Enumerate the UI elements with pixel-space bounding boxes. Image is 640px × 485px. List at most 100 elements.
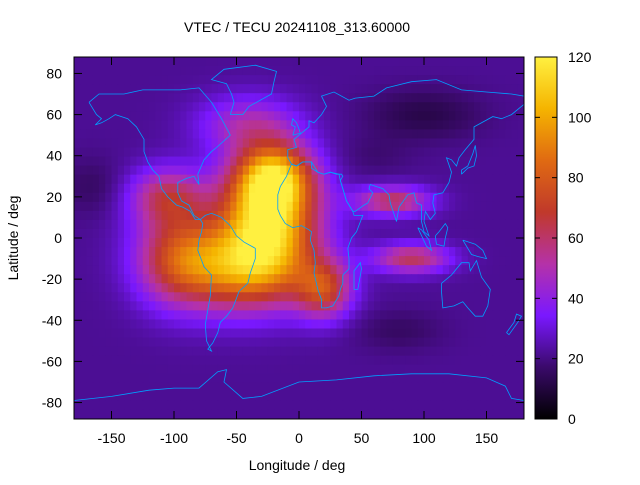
heatmap-cell	[311, 66, 319, 76]
heatmap-cell	[149, 292, 156, 302]
heatmap-cell	[324, 364, 331, 375]
heatmap-cell	[480, 238, 487, 248]
heatmap-cell	[461, 409, 469, 420]
heatmap-cell	[117, 265, 125, 275]
heatmap-cell	[474, 283, 481, 293]
heatmap-cell	[424, 310, 431, 320]
heatmap-cell	[230, 219, 237, 230]
heatmap-cell	[142, 364, 150, 375]
heatmap-cell	[261, 102, 269, 112]
heatmap-cell	[217, 201, 225, 212]
heatmap-cell	[167, 274, 175, 284]
heatmap-cell	[249, 228, 256, 239]
heatmap-cell	[261, 75, 269, 85]
heatmap-cell	[80, 391, 87, 402]
heatmap-cell	[217, 57, 225, 67]
heatmap-cell	[305, 247, 312, 257]
heatmap-cell	[261, 328, 269, 339]
heatmap-cell	[249, 238, 256, 248]
heatmap-cell	[480, 228, 487, 239]
heatmap-cell	[74, 147, 81, 158]
heatmap-cell	[449, 138, 456, 148]
heatmap-cell	[305, 382, 312, 393]
heatmap-cell	[167, 400, 175, 411]
heatmap-cell	[86, 373, 94, 384]
heatmap-cell	[80, 183, 87, 194]
heatmap-cell	[411, 138, 419, 148]
heatmap-cell	[380, 165, 387, 176]
heatmap-cell	[492, 247, 500, 257]
heatmap-cell	[455, 102, 462, 112]
heatmap-cell	[205, 156, 212, 167]
heatmap-cell	[149, 165, 156, 176]
heatmap-cell	[480, 373, 487, 384]
heatmap-cell	[430, 391, 437, 402]
coastline-africa	[277, 161, 364, 309]
heatmap-cell	[117, 210, 125, 221]
heatmap-cell	[405, 346, 412, 357]
heatmap-cell	[392, 75, 400, 85]
heatmap-cell	[305, 238, 312, 248]
heatmap-cell	[467, 84, 475, 94]
heatmap-cell	[474, 165, 481, 176]
heatmap-cell	[492, 283, 500, 293]
heatmap-cell	[317, 138, 325, 148]
heatmap-cell	[349, 346, 356, 357]
heatmap-cell	[111, 75, 119, 85]
heatmap-cell	[149, 183, 156, 194]
heatmap-cell	[286, 382, 294, 393]
heatmap-cell	[355, 120, 362, 130]
heatmap-cell	[361, 75, 369, 85]
heatmap-cell	[186, 292, 194, 302]
heatmap-cell	[374, 210, 381, 221]
heatmap-cell	[180, 274, 187, 284]
heatmap-cell	[336, 75, 344, 85]
heatmap-cell	[386, 346, 394, 357]
heatmap-cell	[480, 346, 487, 357]
heatmap-cell	[267, 373, 275, 384]
heatmap-cell	[330, 93, 337, 103]
heatmap-cell	[449, 102, 456, 112]
heatmap-cell	[149, 66, 156, 76]
heatmap-cell	[161, 256, 169, 266]
heatmap-cell	[105, 57, 112, 67]
heatmap-cell	[317, 292, 325, 302]
heatmap-cell	[411, 337, 419, 348]
heatmap-cell	[167, 129, 175, 139]
heatmap-cell	[124, 75, 131, 85]
heatmap-cell	[292, 391, 300, 402]
heatmap-cell	[149, 84, 156, 94]
colorbar-tick-label: 40	[568, 290, 584, 306]
heatmap-cell	[467, 310, 475, 320]
heatmap-cell	[486, 102, 494, 112]
heatmap-cell	[167, 292, 175, 302]
heatmap-cell	[199, 274, 206, 284]
heatmap-cell	[442, 283, 450, 293]
heatmap-cell	[230, 102, 237, 112]
heatmap-cell	[380, 129, 387, 139]
heatmap-cell	[161, 274, 169, 284]
heatmap-cell	[417, 228, 425, 239]
heatmap-cell	[255, 84, 262, 94]
heatmap-cell	[274, 337, 281, 348]
heatmap-cell	[274, 111, 281, 121]
heatmap-cell	[505, 328, 512, 339]
heatmap-cell	[205, 201, 212, 212]
heatmap-cell	[286, 75, 294, 85]
heatmap-cell	[155, 328, 162, 339]
heatmap-cell	[261, 283, 269, 293]
heatmap-cell	[399, 265, 406, 275]
heatmap-cell	[292, 355, 300, 366]
heatmap-cell	[174, 111, 181, 121]
heatmap-cell	[461, 247, 469, 257]
heatmap-cell	[517, 165, 525, 176]
heatmap-cell	[80, 274, 87, 284]
heatmap-cell	[480, 283, 487, 293]
heatmap-cell	[267, 183, 275, 194]
heatmap-cell	[267, 409, 275, 420]
heatmap-cell	[355, 57, 362, 67]
heatmap-cell	[217, 165, 225, 176]
heatmap-cell	[136, 346, 144, 357]
heatmap-cell	[349, 75, 356, 85]
heatmap-cell	[399, 84, 406, 94]
